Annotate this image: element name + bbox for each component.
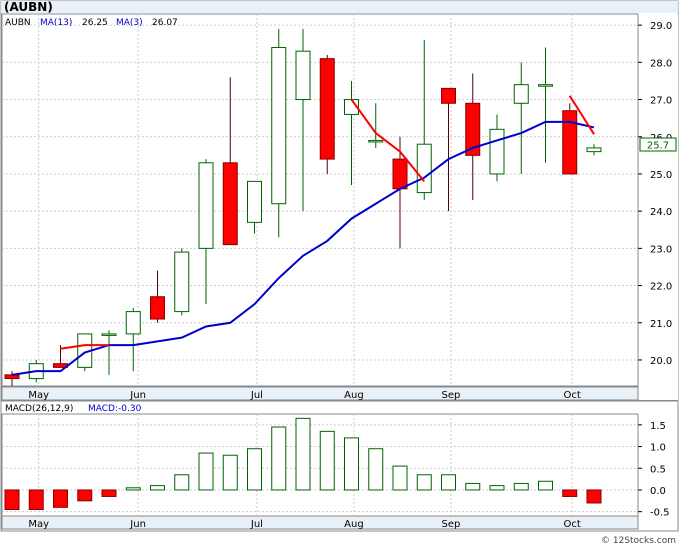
macd-bar <box>416 474 432 491</box>
legend-symbol: AUBN <box>5 18 31 28</box>
macd-y-tick-label: 1.0 <box>650 443 666 454</box>
macd-bar <box>295 417 311 491</box>
price-y-tick-label: 25.0 <box>650 170 672 181</box>
price-x-tick-label: Sep <box>441 390 460 401</box>
legend-ma3-value: 26.07 <box>152 18 178 28</box>
candle-body <box>222 162 238 246</box>
price-y-tick-label: 22.0 <box>650 282 672 293</box>
price-x-tick-label: Aug <box>344 390 364 401</box>
price-x-tick-label: Oct <box>564 390 581 401</box>
macd-value-label: MACD:-0.30 <box>88 404 142 414</box>
last-price-box <box>639 137 677 152</box>
watermark: © 12Stocks.com <box>601 536 676 546</box>
chart-title: (AUBN) <box>4 0 53 14</box>
price-y-tick-label: 21.0 <box>650 319 672 330</box>
macd-bar <box>222 454 238 491</box>
legend-ma13-value: 26.25 <box>82 18 108 28</box>
macd-x-tick-label: Jul <box>250 519 263 530</box>
macd-y-tick-label: 0.5 <box>650 464 666 475</box>
candle-body <box>586 147 602 153</box>
macd-x-tick-label: Jun <box>129 519 146 530</box>
macd-bar <box>174 474 190 491</box>
candle-body <box>513 84 529 104</box>
candle-body <box>319 58 335 160</box>
candle-body <box>198 162 214 249</box>
macd-bar <box>101 489 117 497</box>
macd-bar <box>28 489 44 510</box>
price-x-tick-label: Jul <box>250 390 263 401</box>
price-y-tick-label: 29.0 <box>650 21 672 32</box>
price-x-tick-label: May <box>28 390 49 401</box>
macd-bar <box>247 448 262 491</box>
macd-x-axis: May Jun Jul Aug Sep Oct <box>28 519 581 530</box>
macd-x-tick-label: May <box>28 519 49 530</box>
macd-x-tick-label: Oct <box>564 519 581 530</box>
ma3-line <box>60 344 109 350</box>
macd-bar <box>319 430 335 491</box>
candle-body <box>392 158 408 190</box>
candle-body <box>295 50 311 101</box>
candle-body <box>538 84 553 87</box>
macd-bar <box>465 482 481 491</box>
price-y-tick-label: 23.0 <box>650 244 672 255</box>
macd-x-tick-label: Aug <box>344 519 364 530</box>
macd-bar <box>53 489 68 508</box>
candle-body <box>150 296 165 320</box>
macd-y-axis: 1.5 1.0 0.5 0.0 -0.5 <box>638 421 670 519</box>
price-y-tick-label: 24.0 <box>650 207 672 218</box>
macd-bar <box>4 489 20 510</box>
candle-body <box>247 180 262 223</box>
macd-y-tick-label: 0.0 <box>650 486 666 497</box>
legend-ma13-label: MA(13) <box>40 18 72 28</box>
macd-bar <box>562 489 578 497</box>
price-yaxis-strip <box>639 14 678 400</box>
macd-bar <box>513 482 529 491</box>
macd-x-tick-label: Sep <box>441 519 460 530</box>
legend-ma3-label: MA(3) <box>116 18 143 28</box>
macd-y-tick-label: -0.5 <box>650 508 670 519</box>
macd-label: MACD(26,12,9) <box>5 404 73 414</box>
candle-body <box>441 87 456 104</box>
macd-bar <box>392 465 408 491</box>
candle-body <box>271 46 287 205</box>
price-header-strip <box>1 1 678 13</box>
ma3-line <box>350 98 426 183</box>
price-y-tick-label: 28.0 <box>650 58 672 69</box>
macd-bar <box>441 474 456 491</box>
macd-y-tick-label: 1.5 <box>650 421 666 432</box>
ma3-line <box>568 95 595 135</box>
candle-body <box>562 110 578 175</box>
price-lines <box>11 95 595 376</box>
macd-bar <box>344 437 359 491</box>
macd-bar <box>198 452 214 491</box>
last-price-label: 25.7 <box>647 141 669 152</box>
price-xaxis-strip <box>1 386 639 401</box>
candle-body <box>101 333 117 336</box>
macd-bar <box>125 487 141 491</box>
price-candles <box>4 28 602 386</box>
macd-bar <box>489 485 505 491</box>
candle-body <box>368 139 384 143</box>
macd-bars <box>4 417 602 510</box>
macd-bar <box>538 480 553 491</box>
macd-bar <box>77 489 93 502</box>
candle-body <box>174 251 190 313</box>
candle-body <box>4 374 20 380</box>
macd-bar <box>150 485 165 491</box>
candle-body <box>416 143 432 194</box>
candle-body <box>465 102 481 156</box>
price-y-tick-label: 27.0 <box>650 96 672 107</box>
candle-body <box>489 128 505 175</box>
macd-bar <box>368 448 384 491</box>
price-y-tick-label: 20.0 <box>650 356 672 367</box>
macd-xaxis-strip <box>1 515 639 530</box>
price-x-tick-label: Jun <box>129 390 146 401</box>
price-x-axis: May Jun Jul Aug Sep Oct <box>28 390 581 401</box>
macd-bar <box>271 426 287 491</box>
candle-body <box>125 311 141 335</box>
macd-bar <box>586 489 602 504</box>
